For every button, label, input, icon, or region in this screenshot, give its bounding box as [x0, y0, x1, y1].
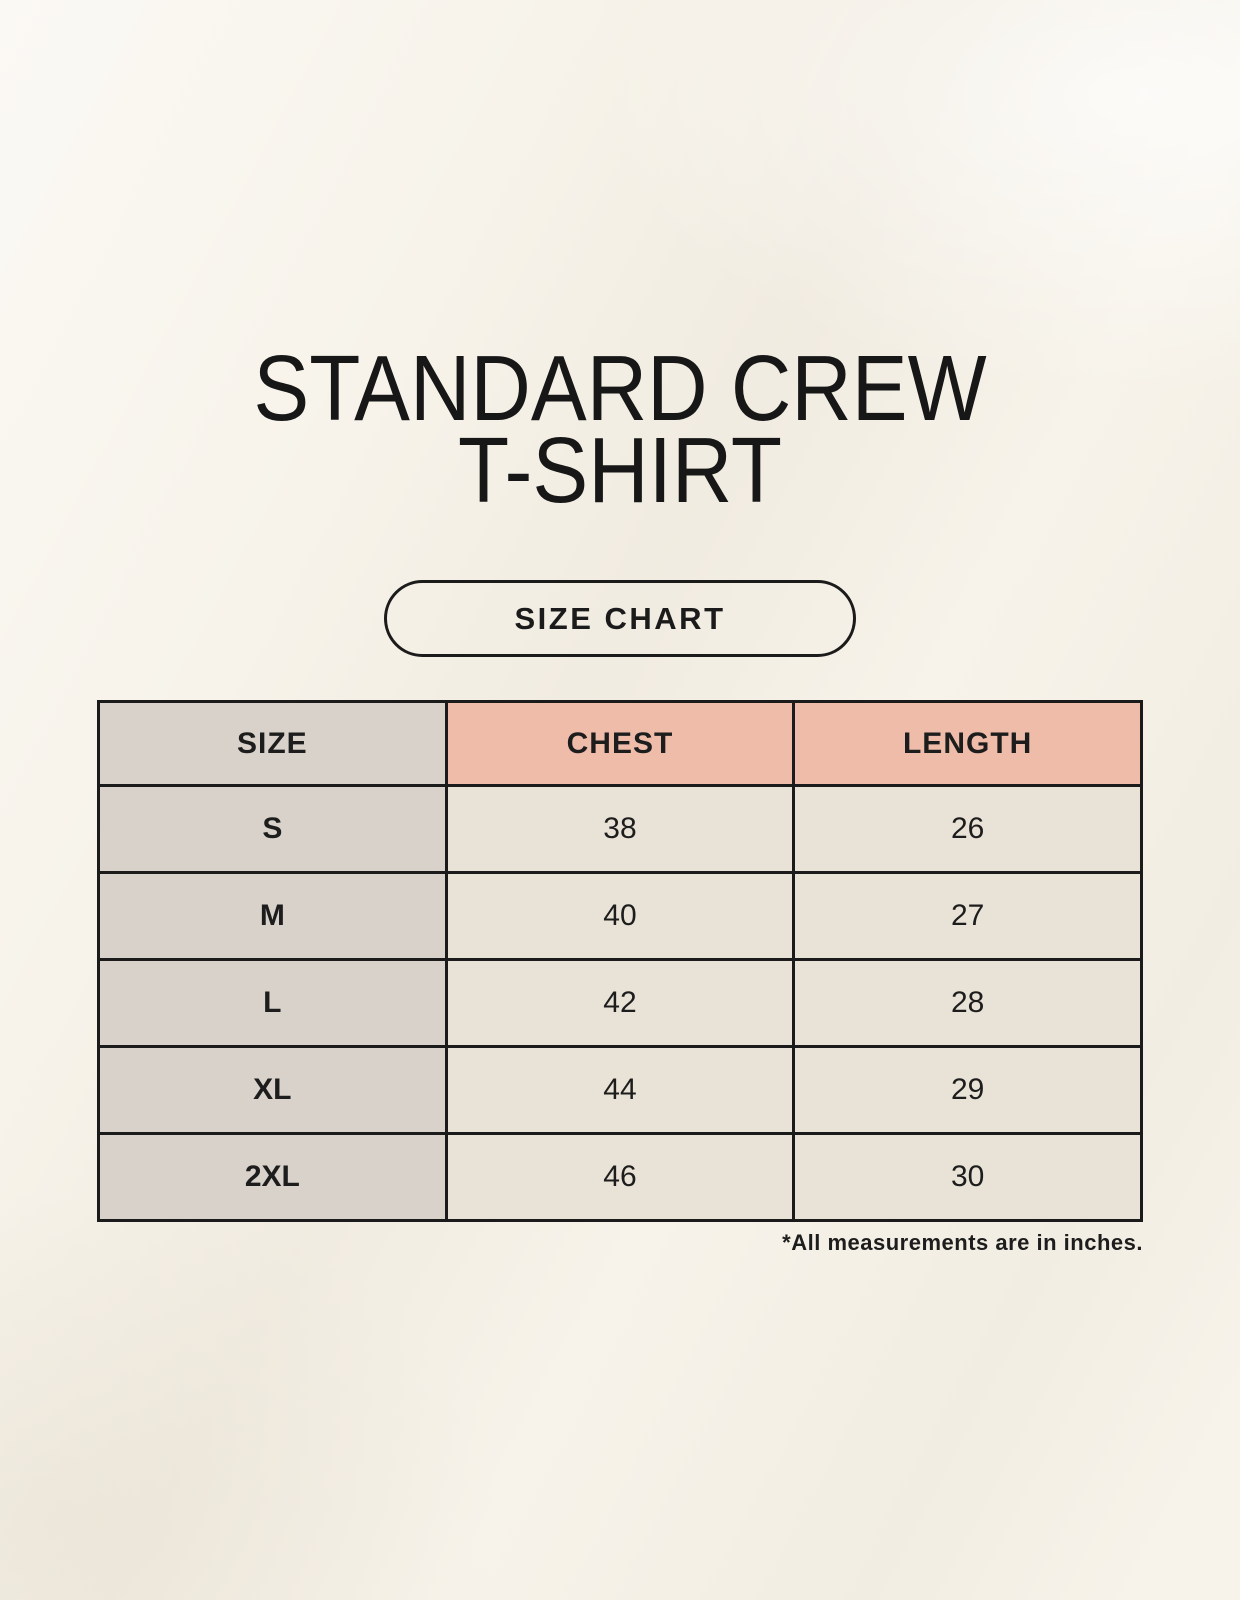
- chest-value: 44: [444, 1045, 796, 1135]
- chest-value: 40: [444, 871, 796, 961]
- table-row: 2XL 46 30: [97, 1132, 1143, 1222]
- table-row: M 40 27: [97, 871, 1143, 961]
- size-value: XL: [97, 1045, 448, 1135]
- size-value: L: [97, 958, 448, 1048]
- chest-value: 46: [444, 1132, 796, 1222]
- size-chart-button-label: SIZE CHART: [514, 600, 726, 636]
- length-value: 29: [792, 1045, 1143, 1135]
- size-chart-table-body: S 38 26 M 40 27 L 42 28 XL 44 29 2XL 46: [97, 784, 1143, 1222]
- length-value: 30: [792, 1132, 1143, 1222]
- chest-value: 42: [444, 958, 796, 1048]
- length-value: 28: [792, 958, 1143, 1048]
- page-title: STANDARD CREW T-SHIRT: [62, 336, 1178, 522]
- size-chart-table: SIZE CHEST LENGTH S 38 26 M 40 27 L 42 2…: [97, 700, 1143, 1222]
- table-row: L 42 28: [97, 958, 1143, 1048]
- chest-value: 38: [444, 784, 796, 874]
- table-header-row: SIZE CHEST LENGTH: [97, 700, 1143, 787]
- size-value: 2XL: [97, 1132, 448, 1222]
- column-header-size: SIZE: [97, 700, 448, 787]
- measurements-footnote: *All measurements are in inches.: [782, 1230, 1143, 1255]
- column-header-length: LENGTH: [792, 700, 1143, 787]
- table-row: XL 44 29: [97, 1045, 1143, 1135]
- page-title-line-1: STANDARD CREW: [253, 336, 987, 440]
- size-value: M: [97, 871, 448, 961]
- table-row: S 38 26: [97, 784, 1143, 874]
- column-header-chest: CHEST: [444, 700, 796, 787]
- size-chart-button[interactable]: SIZE CHART: [384, 580, 856, 657]
- size-chart-table-header: SIZE CHEST LENGTH: [97, 700, 1143, 787]
- length-value: 26: [792, 784, 1143, 874]
- size-value: S: [97, 784, 448, 874]
- page-title-line-2: T-SHIRT: [458, 417, 782, 522]
- length-value: 27: [792, 871, 1143, 961]
